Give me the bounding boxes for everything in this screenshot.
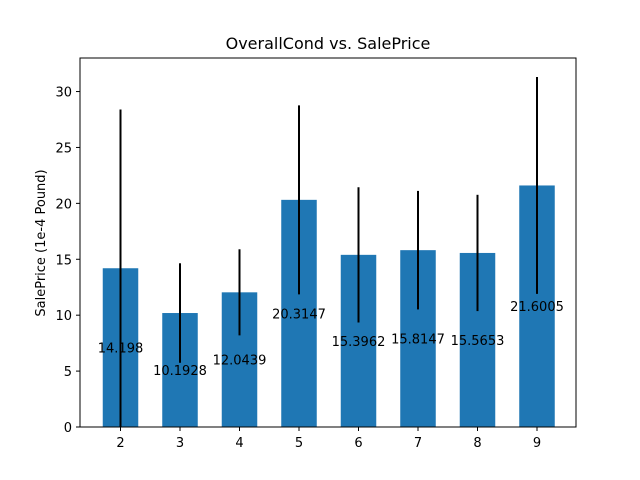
y-tick-label: 20 xyxy=(55,197,72,212)
y-tick-label: 15 xyxy=(55,253,72,268)
chart-title: OverallCond vs. SalePrice xyxy=(226,34,431,53)
data-labels-layer: 14.198 10.1928 12.0439 20.3147 15.3962 15.814… xyxy=(98,300,564,379)
data-label-2: 14.198 xyxy=(98,342,144,357)
y-axis: 0 5 10 15 20 25 30 xyxy=(55,86,80,436)
plot-frame xyxy=(79,57,577,428)
bars-layer xyxy=(102,185,555,427)
error-bars-layer xyxy=(119,77,538,427)
y-tick-label: 25 xyxy=(55,141,72,156)
x-tick-label: 9 xyxy=(533,436,541,451)
x-axis: 2 3 4 5 6 7 8 9 xyxy=(116,427,541,451)
x-tick-label: 7 xyxy=(414,436,422,451)
data-label-7: 15.8147 xyxy=(391,333,445,348)
data-label-6: 15.3962 xyxy=(332,335,386,350)
y-axis-label: SalePrice (1e-4 Pound) xyxy=(34,169,49,316)
x-tick-label: 5 xyxy=(295,436,303,451)
data-label-8: 15.5653 xyxy=(451,334,505,349)
y-tick-label: 0 xyxy=(64,421,72,436)
x-tick-label: 4 xyxy=(235,436,243,451)
data-label-5: 20.3147 xyxy=(272,307,326,322)
x-tick-label: 2 xyxy=(116,436,124,451)
data-label-4: 12.0439 xyxy=(213,354,267,369)
y-tick-label: 5 xyxy=(64,365,72,380)
data-label-3: 10.1928 xyxy=(153,364,207,379)
x-tick-label: 8 xyxy=(473,436,481,451)
y-tick-label: 30 xyxy=(55,86,72,101)
y-tick-label: 10 xyxy=(55,309,72,324)
x-tick-label: 3 xyxy=(176,436,184,451)
data-label-9: 21.6005 xyxy=(510,300,564,315)
x-tick-label: 6 xyxy=(354,436,362,451)
